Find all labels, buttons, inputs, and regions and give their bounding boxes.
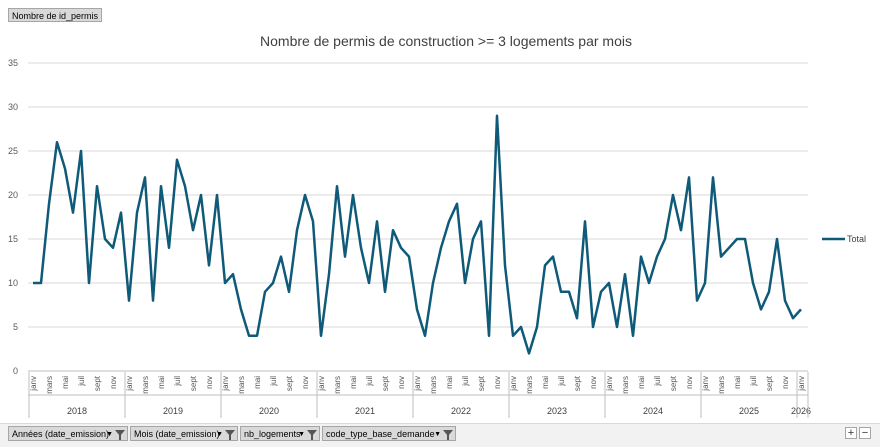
filter-label: Mois (date_emission) (134, 429, 220, 439)
x-tick-label: mai (445, 376, 454, 389)
x-tick-label: janv (701, 376, 710, 392)
year-label: 2020 (259, 406, 279, 416)
x-tick-label: juil (653, 376, 662, 387)
series-line-total (33, 114, 802, 355)
pivot-field-bar: Années (date_emission) ▼ Mois (date_emis… (0, 423, 880, 447)
x-tick-label: juil (365, 376, 374, 387)
x-tick-label: janv (413, 376, 422, 392)
zoom-out-button[interactable]: − (859, 427, 871, 439)
x-tick-label: nov (589, 376, 598, 389)
x-tick-label: sept (573, 375, 582, 391)
page-field-button[interactable]: Nombre de id_permis (8, 8, 102, 22)
year-label: 2022 (451, 406, 471, 416)
x-tick-label: janv (317, 376, 326, 392)
year-label: 2021 (355, 406, 375, 416)
x-tick-label: mars (525, 376, 534, 394)
filter-label: code_type_base_demande (326, 429, 435, 439)
y-tick-label: 5 (13, 322, 18, 332)
chevron-down-icon: ▼ (106, 431, 113, 438)
x-tick-label: sept (93, 375, 102, 391)
chevron-down-icon: ▼ (434, 431, 441, 438)
year-label: 2025 (739, 406, 759, 416)
x-tick-label: sept (765, 375, 774, 391)
y-axis-ticks: 0 5 10 15 20 25 30 35 (8, 58, 18, 376)
x-tick-label: mars (621, 376, 630, 394)
x-tick-label: janv (797, 376, 806, 392)
filter-icon (225, 430, 235, 440)
year-label: 2023 (547, 406, 567, 416)
filter-icon (115, 430, 125, 440)
x-tick-label: sept (477, 375, 486, 391)
x-tick-label: juil (557, 376, 566, 387)
x-tick-label: mars (717, 376, 726, 394)
chevron-down-icon: ▼ (298, 431, 305, 438)
x-tick-label: juil (749, 376, 758, 387)
x-tick-label: mai (349, 376, 358, 389)
filter-label: nb_logements (244, 429, 301, 439)
x-tick-label: mars (141, 376, 150, 394)
x-tick-label: nov (397, 376, 406, 389)
y-tick-label: 30 (8, 102, 18, 112)
x-tick-label: sept (381, 375, 390, 391)
x-tick-label: mai (253, 376, 262, 389)
x-tick-label: mai (61, 376, 70, 389)
x-tick-label: mai (157, 376, 166, 389)
x-tick-label: sept (669, 375, 678, 391)
x-tick-label: mai (733, 376, 742, 389)
x-tick-label: juil (461, 376, 470, 387)
y-tick-label: 20 (8, 190, 18, 200)
x-tick-label: juil (173, 376, 182, 387)
x-tick-label: juil (77, 376, 86, 387)
x-tick-label: janv (221, 376, 230, 392)
x-tick-label: mars (333, 376, 342, 394)
x-tick-label: janv (125, 376, 134, 392)
zoom-in-button[interactable]: + (845, 427, 857, 439)
y-tick-label: 25 (8, 146, 18, 156)
y-tick-label: 35 (8, 58, 18, 68)
x-tick-label: nov (205, 376, 214, 389)
x-tick-label: sept (189, 375, 198, 391)
y-tick-label: 10 (8, 278, 18, 288)
y-tick-label: 15 (8, 234, 18, 244)
x-tick-label: janv (605, 376, 614, 392)
x-tick-label: janv (509, 376, 518, 392)
x-tick-label: juil (269, 376, 278, 387)
x-tick-label: mai (637, 376, 646, 389)
x-tick-label: nov (493, 376, 502, 389)
year-label: 2024 (643, 406, 663, 416)
chart-title: Nombre de permis de construction >= 3 lo… (260, 33, 632, 49)
x-axis: janv mars mai juil sept nov janv mars mai juil sep… (28, 372, 811, 418)
x-tick-label: nov (685, 376, 694, 389)
x-tick-label: nov (781, 376, 790, 389)
x-tick-label: nov (109, 376, 118, 389)
chevron-down-icon: ▼ (216, 431, 223, 438)
filter-icon (443, 430, 453, 440)
filter-annees-button[interactable]: Années (date_emission) ▼ (8, 426, 128, 441)
y-tick-label: 0 (13, 366, 18, 376)
x-tick-label: sept (285, 375, 294, 391)
filter-mois-button[interactable]: Mois (date_emission) ▼ (130, 426, 238, 441)
filter-icon (307, 430, 317, 440)
year-label: 2019 (163, 406, 183, 416)
x-tick-label: nov (301, 376, 310, 389)
x-tick-label: mars (45, 376, 54, 394)
x-tick-label: mai (541, 376, 550, 389)
x-tick-label: mars (429, 376, 438, 394)
legend: Total (822, 234, 866, 244)
legend-label-total: Total (847, 234, 866, 244)
filter-nb-logements-button[interactable]: nb_logements ▼ (240, 426, 320, 441)
year-label: 2026 (791, 406, 811, 416)
filter-code-type-button[interactable]: code_type_base_demande ▼ (322, 426, 456, 441)
year-label: 2018 (67, 406, 87, 416)
x-tick-label: janv (29, 376, 38, 392)
x-tick-label: mars (237, 376, 246, 394)
filter-label: Années (date_emission) (12, 429, 110, 439)
